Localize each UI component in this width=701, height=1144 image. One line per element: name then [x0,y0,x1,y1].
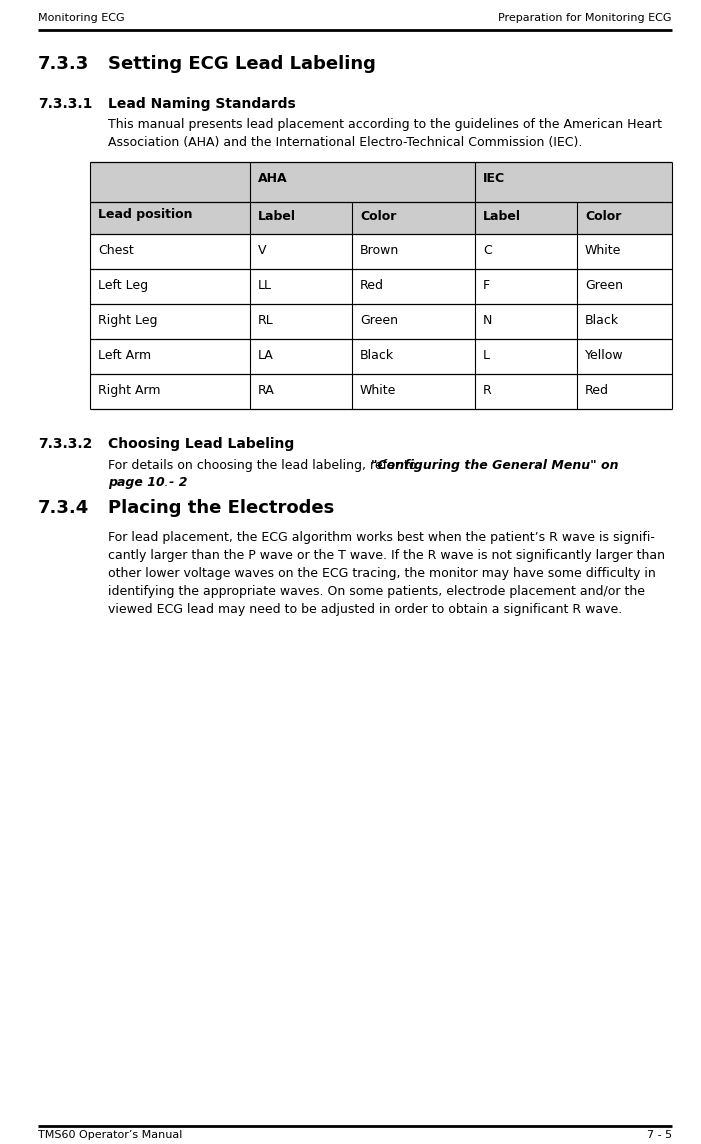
Text: Green: Green [360,313,398,327]
Text: White: White [585,244,621,257]
Text: Black: Black [360,349,394,362]
Text: Left Arm: Left Arm [98,349,151,362]
Text: Choosing Lead Labeling: Choosing Lead Labeling [108,437,294,451]
Text: .: . [163,476,168,488]
Text: V: V [258,244,266,257]
Text: L: L [483,349,490,362]
Text: Red: Red [360,279,384,292]
Text: C: C [483,244,491,257]
Text: For details on choosing the lead labeling, refer to: For details on choosing the lead labelin… [108,459,421,472]
Text: 7 - 5: 7 - 5 [647,1130,672,1141]
Bar [90,162,672,235]
Text: Color: Color [585,210,621,223]
Text: Lead position: Lead position [98,208,193,221]
Text: Left Leg: Left Leg [98,279,148,292]
Text: Right Leg: Right Leg [98,313,158,327]
Text: Monitoring ECG: Monitoring ECG [38,13,125,23]
Text: This manual presents lead placement according to the guidelines of the American : This manual presents lead placement acco… [108,118,662,132]
Text: Chest: Chest [98,244,134,257]
Text: RA: RA [258,384,275,397]
Text: Yellow: Yellow [585,349,624,362]
Text: Color: Color [360,210,396,223]
Text: Lead Naming Standards: Lead Naming Standards [108,97,296,111]
Text: Black: Black [585,313,619,327]
Text: other lower voltage waves on the ECG tracing, the monitor may have some difficul: other lower voltage waves on the ECG tra… [108,567,655,580]
Text: 7.3.4: 7.3.4 [38,499,89,517]
Text: R: R [483,384,491,397]
Text: Label: Label [258,210,296,223]
Text: F: F [483,279,490,292]
Text: viewed ECG lead may need to be adjusted in order to obtain a significant R wave.: viewed ECG lead may need to be adjusted … [108,603,622,615]
Text: Preparation for Monitoring ECG: Preparation for Monitoring ECG [498,13,672,23]
Text: Red: Red [585,384,609,397]
Text: cantly larger than the P wave or the T wave. If the R wave is not significantly : cantly larger than the P wave or the T w… [108,549,665,562]
Text: N: N [483,313,492,327]
Text: Setting ECG Lead Labeling: Setting ECG Lead Labeling [108,55,376,73]
Text: AHA: AHA [258,172,287,185]
Bar [90,235,672,410]
Text: page 10 - 2: page 10 - 2 [108,476,187,488]
Text: 7.3.3.2: 7.3.3.2 [38,437,93,451]
Text: identifying the appropriate waves. On some patients, electrode placement and/or : identifying the appropriate waves. On so… [108,585,645,598]
Text: For lead placement, the ECG algorithm works best when the patient’s R wave is si: For lead placement, the ECG algorithm wo… [108,531,655,545]
Text: RL: RL [258,313,274,327]
Text: Brown: Brown [360,244,400,257]
Text: 7.3.3.1: 7.3.3.1 [38,97,93,111]
Text: "Configuring the General Menu" on: "Configuring the General Menu" on [371,459,618,472]
Text: LL: LL [258,279,272,292]
Text: Green: Green [585,279,623,292]
Text: LA: LA [258,349,274,362]
Text: Right Arm: Right Arm [98,384,161,397]
Text: IEC: IEC [483,172,505,185]
Text: 7.3.3: 7.3.3 [38,55,89,73]
Text: White: White [360,384,396,397]
Text: TMS60 Operator’s Manual: TMS60 Operator’s Manual [38,1130,182,1141]
Text: Placing the Electrodes: Placing the Electrodes [108,499,334,517]
Text: Association (AHA) and the International Electro-Technical Commission (IEC).: Association (AHA) and the International … [108,136,583,149]
Text: Label: Label [483,210,521,223]
